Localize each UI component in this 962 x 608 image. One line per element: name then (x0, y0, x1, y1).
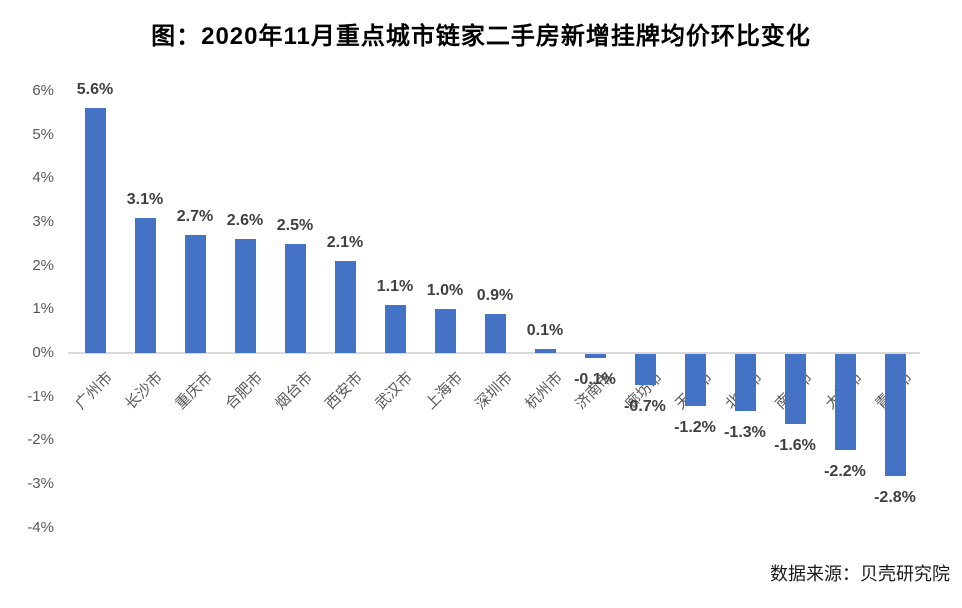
bar (834, 354, 856, 451)
value-label: 0.9% (476, 286, 514, 304)
value-label: 5.6% (76, 81, 114, 99)
y-tick-label: 0% (32, 344, 54, 361)
bar (884, 354, 906, 477)
x-category-label: 重庆市 (172, 369, 217, 413)
y-tick-label: -4% (27, 518, 54, 536)
zero-axis-line (68, 352, 920, 354)
bar (184, 235, 206, 353)
bar (284, 243, 306, 353)
x-category-label: 广州市 (72, 369, 117, 413)
x-category-label: 合肥市 (222, 369, 267, 413)
value-label: 2.1% (326, 234, 364, 252)
value-label: -1.6% (774, 436, 816, 454)
bar (684, 354, 706, 407)
bar (484, 313, 506, 353)
chart-title: 图：2020年11月重点城市链家二手房新增挂牌均价环比变化 (151, 23, 811, 50)
x-category-label: 武汉市 (372, 369, 417, 413)
value-label: 2.5% (276, 216, 314, 234)
value-label: 0.1% (526, 321, 564, 339)
bar (84, 108, 106, 353)
value-label: 1.1% (376, 277, 414, 295)
y-tick-label: 2% (32, 256, 54, 274)
value-label: -2.8% (874, 489, 916, 507)
value-label: 3.1% (126, 190, 164, 208)
y-tick-label: 3% (32, 212, 54, 230)
bar (234, 239, 256, 353)
value-label: 2.7% (176, 208, 214, 225)
source-note: 数据来源：贝壳研究院 (770, 564, 950, 584)
x-category-label: 西安市 (322, 369, 367, 413)
value-label: -0.1% (574, 371, 616, 389)
x-category-label: 烟台市 (272, 369, 317, 413)
y-tick-label: 6% (32, 81, 54, 99)
y-tick-label: -2% (27, 431, 54, 449)
y-tick-label: 4% (32, 169, 54, 187)
value-label: -2.2% (824, 463, 866, 481)
x-category-label: 深圳市 (472, 369, 517, 413)
value-label: 1.0% (426, 282, 464, 300)
y-tick-label: 5% (32, 125, 54, 143)
bar (734, 354, 756, 411)
value-label: 2.6% (226, 212, 264, 230)
bar (534, 348, 556, 353)
value-label: -1.2% (674, 419, 716, 437)
value-label: -1.3% (724, 423, 766, 441)
bar (334, 261, 356, 353)
bar (584, 354, 606, 359)
y-tick-label: -1% (27, 387, 54, 405)
x-category-label: 长沙市 (122, 369, 167, 413)
bar (434, 309, 456, 353)
bar (134, 217, 156, 353)
bar (384, 304, 406, 353)
bar (634, 354, 656, 385)
bar (784, 354, 806, 424)
y-tick-label: 1% (32, 300, 54, 318)
value-label: -0.7% (624, 397, 666, 415)
y-tick-label: -3% (27, 475, 54, 493)
x-category-label: 上海市 (422, 369, 467, 413)
